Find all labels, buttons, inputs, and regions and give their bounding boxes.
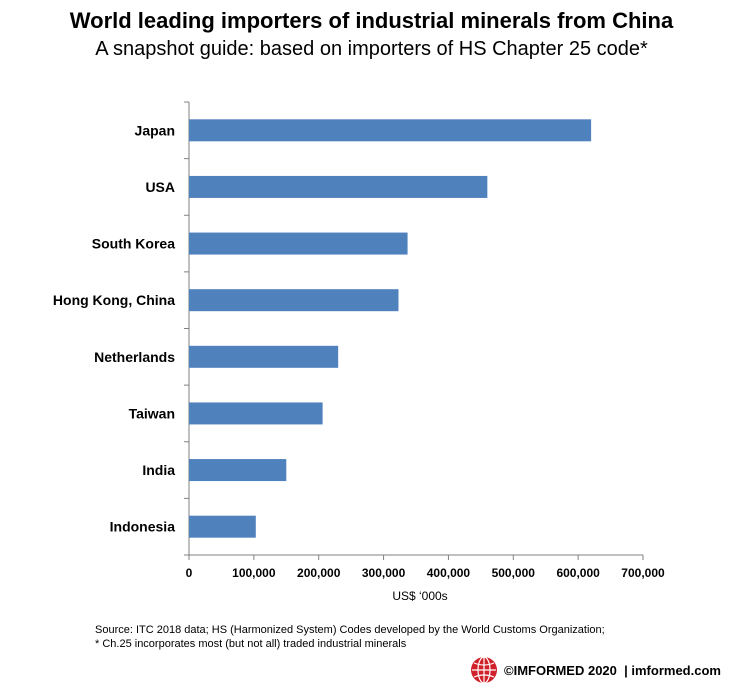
source-note: Source: ITC 2018 data; HS (Harmonized Sy… xyxy=(95,623,605,651)
x-tick-label: 100,000 xyxy=(232,566,276,580)
footnote-line: * Ch.25 incorporates most (but not all) … xyxy=(95,638,407,650)
category-label: India xyxy=(142,462,175,478)
category-label: Netherlands xyxy=(94,349,175,365)
category-label: Hong Kong, China xyxy=(53,292,175,308)
x-tick-label: 200,000 xyxy=(297,566,341,580)
globe-logo-icon xyxy=(471,656,497,684)
source-line: Source: ITC 2018 data; HS (Harmonized Sy… xyxy=(95,624,605,636)
x-tick-label: 500,000 xyxy=(492,566,536,580)
bar xyxy=(189,515,256,538)
category-label: Japan xyxy=(135,122,175,138)
chart-subtitle: A snapshot guide: based on importers of … xyxy=(95,38,648,60)
brand-url[interactable]: imformed.com xyxy=(631,662,721,678)
bar xyxy=(189,119,592,142)
x-tick-label: 700,000 xyxy=(621,566,665,580)
category-label: South Korea xyxy=(92,236,175,252)
bar xyxy=(189,402,323,425)
category-label: Taiwan xyxy=(129,405,175,421)
footer-separator: | xyxy=(624,662,628,678)
bar xyxy=(189,345,339,368)
bar xyxy=(189,289,399,312)
category-label: Indonesia xyxy=(110,519,176,535)
category-label: USA xyxy=(145,179,175,195)
x-axis-title: US$ ‘000s xyxy=(392,589,447,603)
bar-chart: Japan USA South Korea Hong Kong, China Nethe… xyxy=(53,101,665,603)
x-tick-label: 300,000 xyxy=(362,566,406,580)
bar xyxy=(189,175,488,198)
brand-name: ©IMFORMED 2020 xyxy=(504,662,617,678)
chart-title: World leading importers of industrial mi… xyxy=(69,8,674,33)
brand-footer: ©IMFORMED 2020 | imformed.com xyxy=(470,655,721,685)
x-tick-label: 0 xyxy=(186,566,193,580)
x-tick-label: 600,000 xyxy=(556,566,600,580)
bar xyxy=(189,459,287,482)
x-tick-label: 400,000 xyxy=(427,566,471,580)
bar xyxy=(189,232,408,255)
